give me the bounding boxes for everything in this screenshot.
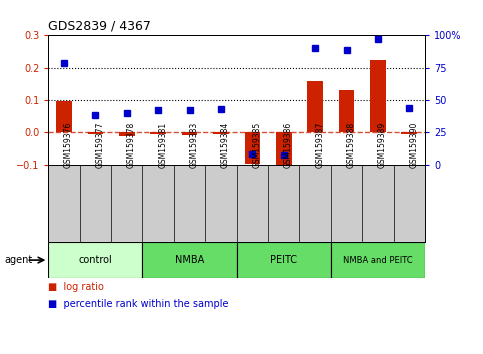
Bar bbox=[213, 132, 229, 134]
Bar bbox=[87, 132, 103, 134]
Bar bbox=[244, 132, 260, 164]
Text: GSM159383: GSM159383 bbox=[189, 122, 199, 169]
Bar bbox=[276, 132, 292, 167]
Text: NMBA and PEITC: NMBA and PEITC bbox=[343, 256, 413, 264]
Bar bbox=[56, 101, 72, 132]
Text: agent: agent bbox=[5, 255, 33, 265]
Text: GSM159384: GSM159384 bbox=[221, 122, 230, 169]
Bar bbox=[331, 242, 425, 278]
Bar bbox=[48, 242, 142, 278]
Text: GSM159385: GSM159385 bbox=[253, 122, 261, 169]
Bar bbox=[370, 59, 386, 132]
Text: GSM159378: GSM159378 bbox=[127, 122, 136, 169]
Text: ■  percentile rank within the sample: ■ percentile rank within the sample bbox=[48, 299, 229, 309]
Text: control: control bbox=[79, 255, 112, 265]
Bar bbox=[150, 132, 166, 134]
Bar bbox=[237, 242, 331, 278]
Bar bbox=[401, 132, 417, 134]
Text: PEITC: PEITC bbox=[270, 255, 297, 265]
Text: GSM159381: GSM159381 bbox=[158, 122, 167, 169]
Text: ■  log ratio: ■ log ratio bbox=[48, 282, 104, 292]
Text: GSM159390: GSM159390 bbox=[410, 122, 418, 169]
Bar bbox=[119, 132, 135, 136]
Bar bbox=[142, 242, 237, 278]
Text: GSM159386: GSM159386 bbox=[284, 122, 293, 169]
Text: GSM159389: GSM159389 bbox=[378, 122, 387, 169]
Bar bbox=[307, 81, 323, 132]
Bar bbox=[339, 90, 355, 132]
Bar bbox=[182, 132, 198, 135]
Text: GDS2839 / 4367: GDS2839 / 4367 bbox=[48, 20, 151, 33]
Text: GSM159377: GSM159377 bbox=[96, 122, 104, 169]
Text: NMBA: NMBA bbox=[175, 255, 204, 265]
Text: GSM159388: GSM159388 bbox=[347, 122, 355, 169]
Text: GSM159376: GSM159376 bbox=[64, 122, 73, 169]
Text: GSM159387: GSM159387 bbox=[315, 122, 324, 169]
